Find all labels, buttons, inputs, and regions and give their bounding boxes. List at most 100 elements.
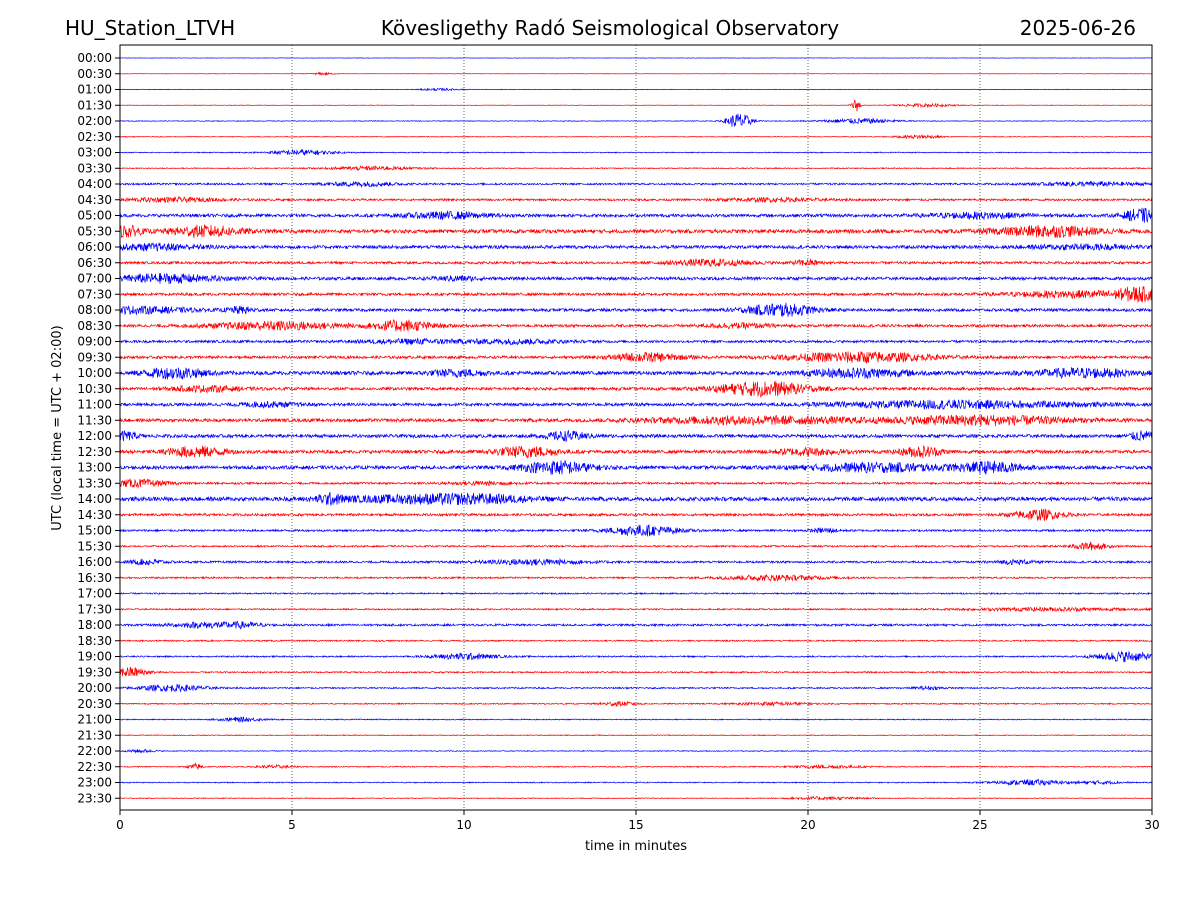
trace-1730 [119,606,1153,613]
trace-0430 [119,195,1153,204]
chart-title: Kövesligethy Radó Seismological Observat… [381,16,839,40]
x-tick-label: 20 [800,818,815,832]
y-axis-label: UTC (local time = UTC + 02:00) [50,325,65,530]
y-tick-label: 05:30 [77,224,112,238]
trace-0130 [119,99,1153,112]
trace-0700 [119,272,1153,284]
y-tick-label: 22:30 [77,760,112,774]
y-tick-label: 04:30 [77,193,112,207]
trace-layer [119,57,1153,802]
y-tick-label: 08:30 [77,319,112,333]
y-tick-label: 03:00 [77,146,112,160]
y-tick-label: 14:30 [77,508,112,522]
y-tick-label: 00:00 [77,51,112,65]
y-tick-label: 15:00 [77,524,112,538]
y-tick-label: 18:30 [77,634,112,648]
trace-0400 [119,180,1153,189]
x-tick-label: 0 [116,818,124,832]
trace-2130 [120,734,1153,737]
y-tick-label: 02:30 [77,130,112,144]
trace-1800 [119,620,1153,630]
y-tick-label: 17:00 [77,587,112,601]
trace-2230 [119,762,1153,770]
x-tick-label: 25 [972,818,987,832]
trace-1500 [119,524,1153,537]
y-tick-label: 00:30 [77,67,112,81]
trace-2200 [119,748,1153,754]
plot-frame [119,44,1153,811]
trace-2300 [119,778,1153,787]
y-tick-label: 07:00 [77,272,112,286]
y-tick-label: 16:00 [77,555,112,569]
trace-0730 [119,286,1153,304]
y-tick-label: 21:00 [77,713,112,727]
trace-1130 [119,413,1153,427]
y-tick-label: 17:30 [77,602,112,616]
y-tick-label: 19:30 [77,665,112,679]
trace-1600 [119,557,1153,567]
trace-1230 [119,445,1153,459]
y-tick-label: 09:00 [77,335,112,349]
y-tick-label: 10:00 [77,366,112,380]
trace-0500 [119,207,1153,223]
trace-1930 [119,666,1153,677]
trace-0230 [119,134,1153,140]
y-tick-label: 06:30 [77,256,112,270]
trace-0300 [119,148,1153,156]
y-tick-label: 23:30 [77,791,112,805]
y-tick-label: 20:30 [77,697,112,711]
y-tick-label: 16:30 [77,571,112,585]
y-tick-label: 12:00 [77,429,112,443]
y-tick-label: 11:30 [77,413,112,427]
trace-1330 [119,478,1153,489]
x-tick-label: 15 [628,818,643,832]
trace-0630 [119,257,1153,267]
x-tick-label: 10 [456,818,471,832]
station-name: HU_Station_LTVH [65,16,235,40]
trace-0930 [119,351,1153,364]
trace-0600 [119,242,1153,252]
trace-1200 [119,429,1153,442]
y-tick-label: 01:30 [77,98,112,112]
trace-0330 [119,165,1153,172]
trace-1900 [119,650,1153,663]
y-tick-label: 06:00 [77,240,112,254]
y-tick-label: 10:30 [77,382,112,396]
trace-1530 [119,541,1153,551]
trace-1830 [119,639,1153,643]
y-tick-label: 23:00 [77,776,112,790]
y-tick-label: 22:00 [77,744,112,758]
chart-date: 2025-06-26 [1020,16,1136,40]
y-tick-label: 20:00 [77,681,112,695]
trace-2100 [119,716,1153,724]
trace-2030 [119,700,1153,707]
y-tick-label: 07:30 [77,287,112,301]
y-tick-label: 15:30 [77,539,112,553]
y-tick-label: 02:00 [77,114,112,128]
trace-1400 [119,491,1153,507]
trace-1030 [119,380,1153,399]
y-tick-label: 04:00 [77,177,112,191]
trace-1430 [119,508,1153,522]
trace-0530 [119,224,1153,239]
y-tick-label: 12:30 [77,445,112,459]
trace-2330 [119,795,1153,802]
trace-0830 [119,318,1153,332]
trace-1630 [119,573,1153,582]
trace-0900 [119,337,1153,346]
trace-2000 [119,683,1153,693]
grid-lines [291,45,981,810]
trace-1700 [119,591,1153,596]
x-tick-label: 30 [1144,818,1159,832]
y-tick-label: 11:00 [77,398,112,412]
y-tick-label: 18:00 [77,618,112,632]
y-tick-label: 19:00 [77,650,112,664]
y-tick-label: 21:30 [77,728,112,742]
trace-1100 [119,399,1153,411]
trace-1300 [119,459,1153,475]
y-tick-label: 01:00 [77,83,112,97]
y-tick-label: 09:30 [77,350,112,364]
x-tick-label: 5 [288,818,296,832]
